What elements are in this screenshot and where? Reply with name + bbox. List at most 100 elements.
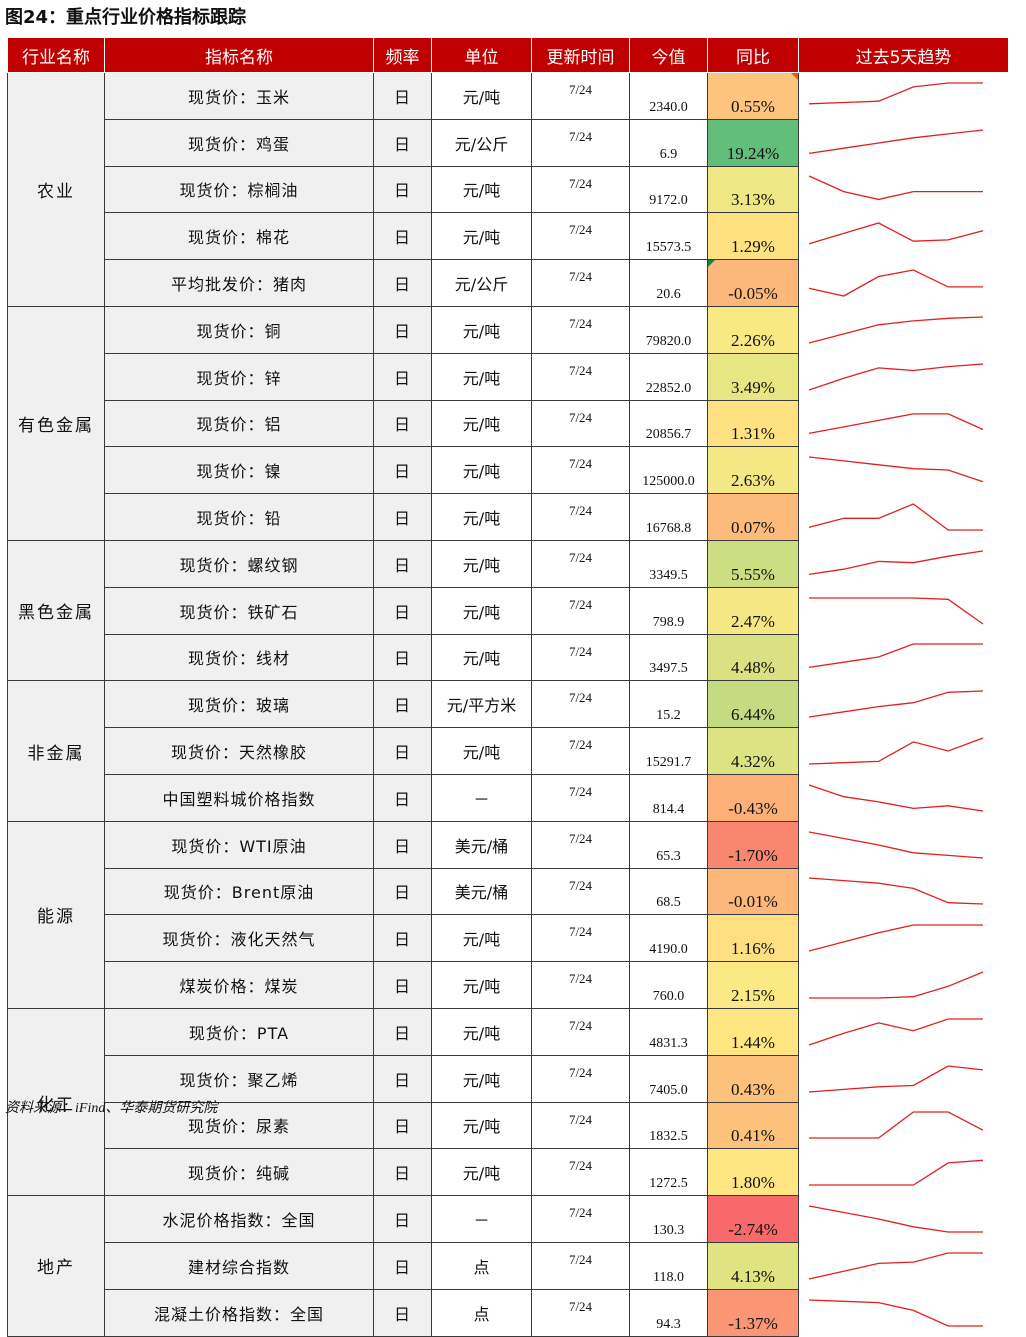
indicator-cell: 现货价：铜	[104, 305, 374, 354]
table-row: 现货价：镍日元/吨 7/24 125000.0 2.63%	[8, 446, 1009, 495]
current-value-cell: 125000.0	[629, 446, 708, 495]
yoy-value: 4.13%	[731, 1266, 775, 1286]
table-row: 建材综合指数日点 7/24 118.0 4.13%	[8, 1241, 1009, 1290]
frequency-cell: 日	[373, 72, 432, 120]
sparkline-chart	[808, 1298, 983, 1327]
sparkline-chart	[808, 1064, 984, 1093]
frequency-cell: 日	[373, 1007, 432, 1056]
table-row: 混凝土价格指数：全国日点 7/24 94.3 -1.37%	[8, 1288, 1009, 1337]
update-time-cell: 7/24	[531, 773, 630, 822]
yoy-cell: 3.13%	[707, 165, 799, 214]
update-time-cell: 7/24	[531, 1241, 630, 1290]
table-row: 有色金属 现货价：铜日元/吨 7/24 79820.0 2.26%	[7, 305, 1009, 541]
frequency-cell: 日	[373, 1288, 432, 1337]
indicator-cell: 现货价：铅	[104, 493, 374, 541]
indicator-cell: 煤炭价格：煤炭	[104, 961, 374, 1009]
trend-sparkline-cell	[798, 868, 1009, 915]
frequency-cell: 日	[373, 1054, 432, 1103]
sparkline-path	[808, 1018, 983, 1046]
yoy-value: 1.31%	[731, 424, 775, 444]
sparkline-chart	[808, 222, 984, 245]
update-time-cell: 7/24	[531, 212, 630, 261]
current-value-cell: 15291.7	[629, 727, 708, 775]
header-industry: 行业名称	[7, 38, 105, 73]
frequency-cell: 日	[373, 493, 432, 541]
unit-cell: 元/吨	[431, 1054, 532, 1103]
sparkline-path	[808, 129, 984, 154]
yoy-value: 1.80%	[731, 1173, 775, 1193]
trend-sparkline-cell	[798, 774, 1009, 822]
update-time-cell: 7/24	[531, 820, 630, 869]
header-5day-trend: 过去5天趋势	[798, 38, 1009, 73]
yoy-cell: 2.15%	[707, 961, 799, 1009]
trend-sparkline-cell	[798, 259, 1009, 307]
table-row: 能源 现货价：WTI原油日美元/桶 7/24 65.3 -1.70%	[7, 820, 1009, 1009]
yoy-cell: -2.74%	[707, 1195, 799, 1243]
update-time-cell: 7/24	[531, 305, 630, 354]
current-value-cell: 4831.3	[629, 1007, 708, 1056]
update-time-cell: 7/24	[531, 165, 630, 214]
sparkline-path	[808, 503, 983, 531]
table-row: 煤炭价格：煤炭日元/吨 7/24 760.0 2.15%	[8, 961, 1009, 1009]
sparkline-path	[808, 1064, 984, 1093]
trend-sparkline-cell	[798, 727, 1009, 775]
current-value-cell: 15.2	[629, 680, 708, 729]
sparkline-path	[809, 597, 984, 625]
sparkline-path	[808, 737, 984, 765]
current-value-cell: 118.0	[629, 1241, 708, 1290]
sparkline-path	[808, 690, 984, 718]
unit-cell: 元/吨	[431, 72, 532, 120]
sparkline-chart	[808, 363, 984, 391]
current-value-cell: 760.0	[629, 961, 708, 1009]
update-time-cell: 7/24	[531, 1007, 630, 1056]
frequency-cell: 日	[373, 820, 432, 869]
cell-comment-marker-icon	[708, 260, 715, 268]
unit-cell: 元/吨	[431, 165, 532, 214]
update-time-cell: 7/24	[531, 539, 630, 588]
trend-sparkline-cell	[798, 1148, 1009, 1196]
sparkline-path	[808, 1252, 983, 1280]
unit-cell: 元/吨	[431, 914, 532, 963]
sparkline-chart	[808, 1018, 983, 1046]
table-row: 现货价：液化天然气日元/吨 7/24 4190.0 1.16%	[8, 914, 1009, 963]
unit-cell: －	[431, 1195, 532, 1243]
indicator-cell: 现货价：玉米	[104, 72, 374, 120]
sparkline-path	[808, 831, 984, 859]
sparkline-chart	[808, 737, 984, 765]
header-update-time: 更新时间	[531, 38, 630, 73]
current-value-cell: 79820.0	[629, 305, 708, 354]
trend-sparkline-cell	[798, 400, 1009, 447]
frequency-cell: 日	[373, 773, 432, 822]
current-value-cell: 1832.5	[629, 1101, 708, 1150]
yoy-cell: 4.13%	[707, 1241, 799, 1290]
current-value-cell: 814.4	[629, 773, 708, 822]
yoy-cell: 0.41%	[707, 1101, 799, 1150]
yoy-cell: -1.70%	[707, 820, 799, 869]
yoy-cell: -0.43%	[707, 773, 799, 822]
indicator-cell: 现货价：天然橡胶	[104, 727, 374, 775]
frequency-cell: 日	[373, 680, 432, 729]
source-note: 资料来源：iFind、华泰期货研究院	[5, 1101, 218, 1116]
sparkline-chart	[808, 269, 983, 297]
yoy-cell: 5.55%	[707, 539, 799, 588]
header-row: 行业名称 指标名称 频率 单位 更新时间 今值 同比 过去5天趋势	[7, 38, 1009, 73]
sparkline-chart	[808, 1252, 983, 1280]
sparkline-path	[809, 1159, 984, 1186]
sparkline-chart	[808, 831, 984, 859]
update-time-cell: 7/24	[531, 446, 630, 495]
sparkline-chart	[808, 456, 984, 483]
indicator-cell: 现货价：铝	[104, 399, 374, 448]
unit-cell: 元/吨	[431, 446, 532, 495]
unit-cell: 点	[431, 1241, 532, 1290]
frequency-cell: 日	[373, 727, 432, 775]
frequency-cell: 日	[373, 867, 432, 916]
table-row: 中国塑料城价格指数日－ 7/24 814.4 -0.43%	[8, 773, 1009, 822]
trend-sparkline-cell	[798, 353, 1009, 401]
frequency-cell: 日	[373, 259, 432, 307]
unit-cell: －	[431, 773, 532, 822]
current-value-cell: 1272.5	[629, 1148, 708, 1197]
current-value-cell: 798.9	[629, 586, 708, 635]
yoy-cell: 0.55%	[707, 72, 799, 120]
frequency-cell: 日	[373, 1101, 432, 1150]
yoy-cell: -0.05%	[707, 259, 799, 307]
